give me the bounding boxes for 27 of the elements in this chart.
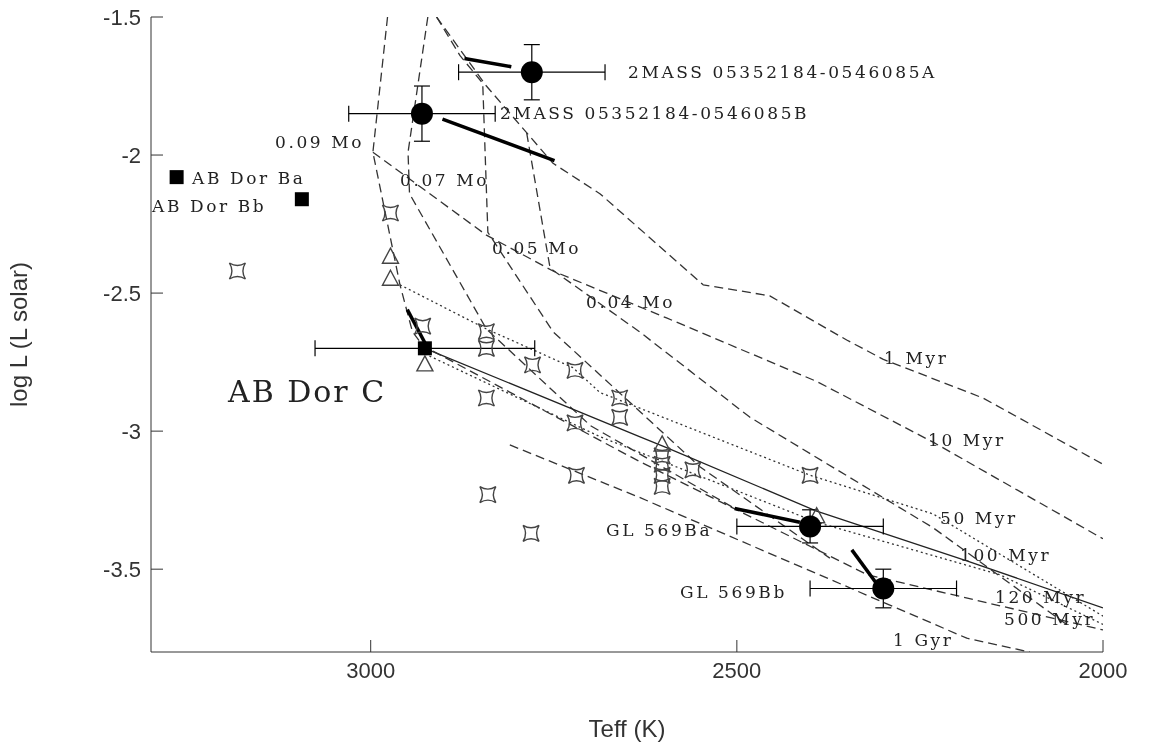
x-tick-label: 2000: [1078, 657, 1128, 683]
annotation: 1 Myr: [884, 347, 949, 369]
annotation: 0.04 Mo: [586, 291, 676, 313]
annotation: AB Dor Bb: [152, 195, 267, 217]
annotation: GL 569Ba: [606, 519, 713, 541]
x-axis-title: Teff (K): [588, 715, 666, 742]
x-tick-label: 3000: [346, 657, 396, 683]
x-tick-label: 2500: [712, 657, 762, 683]
annotation: AB Dor Ba: [192, 167, 306, 189]
annotation: 2MASS 05352184-0546085A: [628, 61, 937, 83]
y-tick-label: -2.5: [103, 280, 141, 306]
annotation: 50 Myr: [940, 507, 1018, 529]
annotation: 0.09 Mo: [275, 131, 365, 153]
annotation: 0.07 Mo: [400, 169, 490, 191]
y-tick-label: -3: [121, 418, 141, 444]
annotation: 10 Myr: [928, 429, 1006, 451]
annotation: AB Dor C: [228, 374, 387, 410]
y-tick-label: -3.5: [103, 556, 141, 582]
y-axis-title: log L (L solar): [4, 262, 32, 407]
annotation: 100 Myr: [960, 544, 1052, 566]
annotation: GL 569Bb: [680, 581, 787, 603]
y-tick-label: -1.5: [103, 4, 141, 30]
annotation: 0.05 Mo: [492, 237, 582, 259]
y-tick-label: -2: [121, 142, 141, 168]
annotation: 2MASS 05352184-0546085B: [500, 102, 810, 124]
annotation: 1 Gyr: [893, 629, 954, 651]
annotation: 500 Myr: [1004, 608, 1096, 630]
